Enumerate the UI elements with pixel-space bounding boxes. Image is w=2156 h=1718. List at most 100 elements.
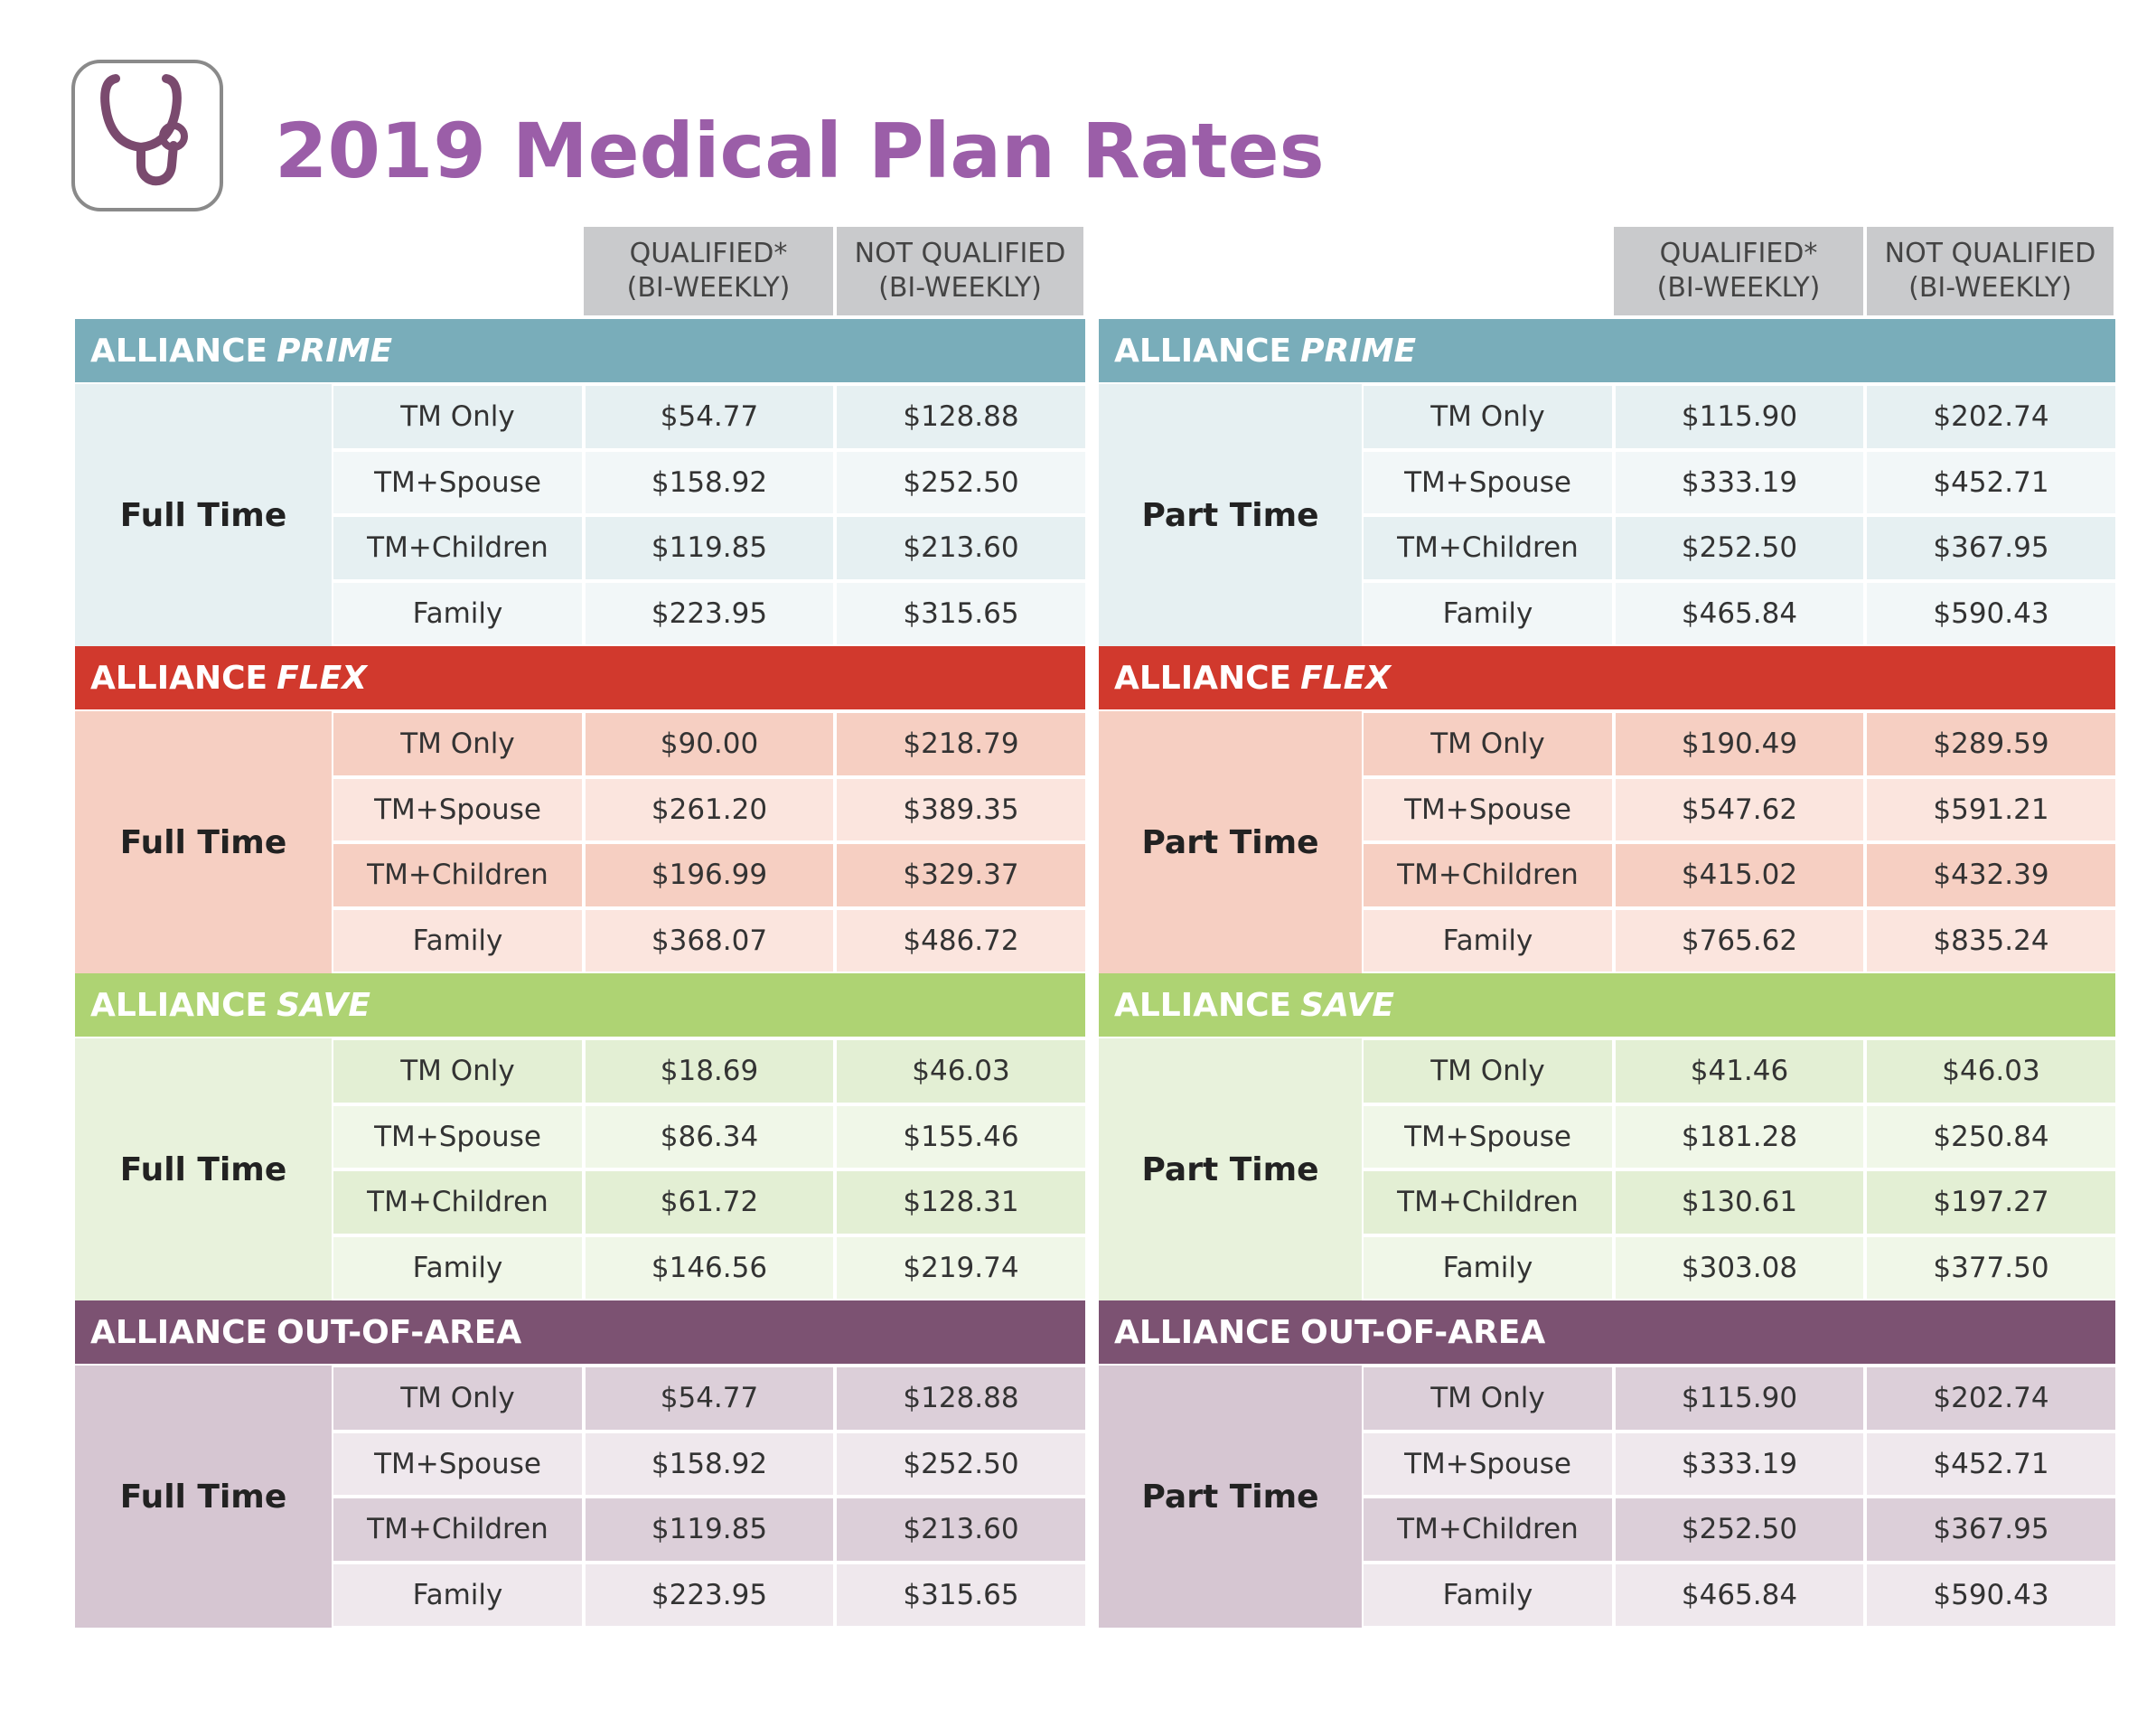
column-header-line: (BI-WEEKLY) [1908, 272, 2072, 304]
rate-cell: $128.31 [837, 1171, 1085, 1234]
rate-cell: $202.74 [1867, 1367, 2115, 1430]
coverage-cell: TM+Children [1364, 517, 1612, 579]
rate-cell: $54.77 [586, 386, 833, 448]
rate-cell: $250.84 [1867, 1105, 2115, 1168]
coverage-cell: TM+Spouse [333, 1432, 582, 1495]
rate-cell: $452.71 [1867, 451, 2115, 513]
coverage-cell: Family [1364, 1236, 1612, 1299]
coverage-cell: TM Only [1364, 713, 1612, 775]
group-cell: Full Time [75, 384, 332, 646]
rate-cell: $219.74 [837, 1236, 1085, 1299]
plan-variant: OUT-OF-AREA [277, 1313, 522, 1351]
column-header-line: QUALIFIED* [629, 238, 788, 269]
rate-cell: $190.49 [1616, 713, 1863, 775]
plan-variant: SAVE [277, 986, 370, 1024]
rate-cell: $128.88 [837, 386, 1085, 448]
column-header-line: (BI-WEEKLY) [626, 272, 791, 304]
rate-cell: $223.95 [586, 582, 833, 644]
plan-variant: SAVE [1300, 986, 1394, 1024]
column-header: NOT QUALIFIED (BI-WEEKLY) [837, 227, 1083, 315]
coverage-cell: Family [333, 582, 582, 644]
rate-cell: $158.92 [586, 451, 833, 513]
rate-cell: $54.77 [586, 1367, 833, 1430]
rate-cell: $368.07 [586, 909, 833, 972]
rate-cell: $46.03 [1867, 1040, 2115, 1103]
plan-name: ALLIANCE [1114, 332, 1292, 370]
plan-name: ALLIANCE [1114, 1313, 1292, 1351]
column-header-line: (BI-WEEKLY) [1656, 272, 1821, 304]
coverage-cell: TM Only [333, 1367, 582, 1430]
column-header-line: NOT QUALIFIED [1884, 238, 2096, 269]
plan-variant: OUT-OF-AREA [1300, 1313, 1546, 1351]
column-header-line: (BI-WEEKLY) [878, 272, 1042, 304]
plan-band: ALLIANCE SAVE [75, 973, 1085, 1037]
group-cell: Part Time [1099, 711, 1362, 973]
rate-cell: $155.46 [837, 1105, 1085, 1168]
column-header: QUALIFIED* (BI-WEEKLY) [1614, 227, 1863, 315]
coverage-cell: Family [1364, 909, 1612, 972]
rate-cell: $303.08 [1616, 1236, 1863, 1299]
rate-cell: $432.39 [1867, 844, 2115, 906]
coverage-cell: TM+Children [1364, 1171, 1612, 1234]
rate-cell: $90.00 [586, 713, 833, 775]
rate-cell: $590.43 [1867, 1563, 2115, 1626]
rate-cell: $486.72 [837, 909, 1085, 972]
coverage-cell: TM+Children [333, 1498, 582, 1561]
coverage-cell: TM Only [333, 713, 582, 775]
rate-cell: $181.28 [1616, 1105, 1863, 1168]
coverage-cell: TM Only [1364, 386, 1612, 448]
coverage-cell: TM Only [1364, 1367, 1612, 1430]
rate-cell: $119.85 [586, 517, 833, 579]
group-cell: Part Time [1099, 1366, 1362, 1628]
coverage-cell: TM+Spouse [1364, 1432, 1612, 1495]
rate-cell: $465.84 [1616, 1563, 1863, 1626]
rate-cell: $18.69 [586, 1040, 833, 1103]
plan-name: ALLIANCE [1114, 986, 1292, 1024]
rate-cell: $377.50 [1867, 1236, 2115, 1299]
plan-variant: PRIME [1300, 332, 1417, 370]
coverage-cell: TM Only [333, 386, 582, 448]
plan-band: ALLIANCE FLEX [75, 646, 1085, 709]
plan-band: ALLIANCE OUT-OF-AREA [1099, 1300, 2115, 1364]
rate-cell: $547.62 [1616, 778, 1863, 840]
rate-cell: $367.95 [1867, 1498, 2115, 1561]
rate-cell: $202.74 [1867, 386, 2115, 448]
column-header: NOT QUALIFIED (BI-WEEKLY) [1867, 227, 2114, 315]
plan-band: ALLIANCE FLEX [1099, 646, 2115, 709]
plan-band: ALLIANCE SAVE [1099, 973, 2115, 1037]
coverage-cell: TM+Spouse [1364, 451, 1612, 513]
rate-cell: $41.46 [1616, 1040, 1863, 1103]
plan-name: ALLIANCE [90, 986, 268, 1024]
coverage-cell: TM+Children [333, 517, 582, 579]
rate-cell: $213.60 [837, 1498, 1085, 1561]
coverage-cell: TM+Spouse [333, 778, 582, 840]
rate-cell: $252.50 [1616, 517, 1863, 579]
rate-cell: $333.19 [1616, 451, 1863, 513]
plan-band: ALLIANCE PRIME [75, 319, 1085, 382]
column-header: QUALIFIED* (BI-WEEKLY) [584, 227, 833, 315]
plan-band: ALLIANCE PRIME [1099, 319, 2115, 382]
rate-cell: $452.71 [1867, 1432, 2115, 1495]
coverage-cell: Family [333, 1563, 582, 1626]
group-cell: Full Time [75, 1366, 332, 1628]
coverage-cell: Family [1364, 582, 1612, 644]
rate-cell: $415.02 [1616, 844, 1863, 906]
coverage-cell: TM+Spouse [1364, 1105, 1612, 1168]
coverage-cell: TM+Spouse [333, 451, 582, 513]
group-cell: Full Time [75, 1038, 332, 1300]
plan-band: ALLIANCE OUT-OF-AREA [75, 1300, 1085, 1364]
rate-cell: $389.35 [837, 778, 1085, 840]
coverage-cell: Family [1364, 1563, 1612, 1626]
rate-cell: $252.50 [837, 451, 1085, 513]
coverage-cell: TM+Spouse [1364, 778, 1612, 840]
coverage-cell: TM+Children [333, 1171, 582, 1234]
column-header-line: NOT QUALIFIED [854, 238, 1066, 269]
coverage-cell: TM Only [1364, 1040, 1612, 1103]
coverage-cell: TM Only [333, 1040, 582, 1103]
rate-cell: $590.43 [1867, 582, 2115, 644]
rate-cell: $86.34 [586, 1105, 833, 1168]
coverage-cell: TM+Children [1364, 1498, 1612, 1561]
coverage-cell: TM+Spouse [333, 1105, 582, 1168]
rate-cell: $315.65 [837, 582, 1085, 644]
